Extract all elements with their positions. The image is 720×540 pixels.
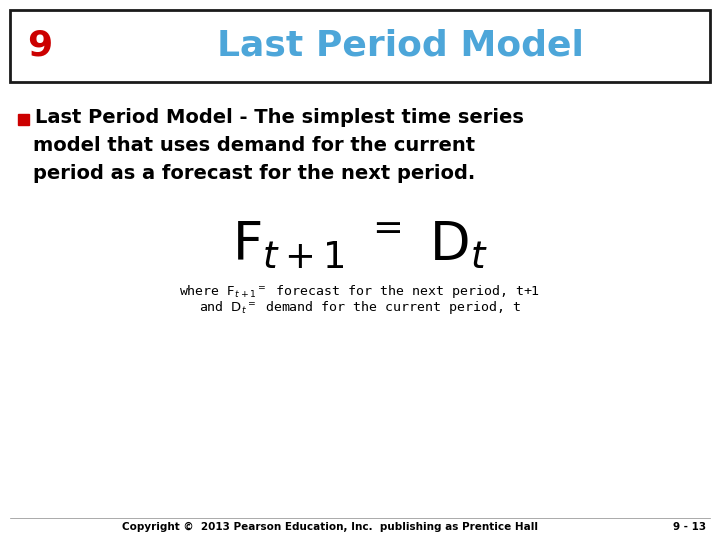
Text: model that uses demand for the current: model that uses demand for the current	[33, 136, 475, 155]
Text: Copyright ©  2013 Pearson Education, Inc.  publishing as Prentice Hall: Copyright © 2013 Pearson Education, Inc.…	[122, 522, 538, 532]
Bar	[18, 114, 29, 125]
Text: Last Period Model - The simplest time series: Last Period Model - The simplest time se…	[35, 108, 524, 127]
Text: $\mathsf{F}_{t+1}\ ^{=}\ \mathsf{D}_{t}$: $\mathsf{F}_{t+1}\ ^{=}\ \mathsf{D}_{t}$	[232, 219, 488, 271]
Text: period as a forecast for the next period.: period as a forecast for the next period…	[33, 164, 475, 183]
FancyBboxPatch shape	[10, 10, 710, 82]
Text: 9: 9	[27, 29, 53, 63]
Text: 9 - 13: 9 - 13	[673, 522, 706, 532]
Text: where $\mathsf{F}_{t+1}$$^{=}$ forecast for the next period, t+1: where $\mathsf{F}_{t+1}$$^{=}$ forecast …	[179, 284, 541, 300]
Text: Last Period Model: Last Period Model	[217, 29, 583, 63]
Text: and $\mathsf{D}_{t}$$^{=}$ demand for the current period, t: and $\mathsf{D}_{t}$$^{=}$ demand for th…	[199, 300, 521, 316]
